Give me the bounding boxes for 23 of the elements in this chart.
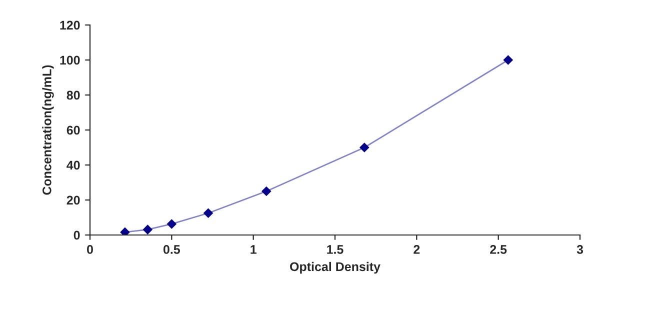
y-tick-label: 120 [60, 20, 80, 30]
x-tick-label: 1.5 [327, 245, 344, 254]
x-tick-label: 2.5 [490, 245, 507, 254]
x-tick-label: 0.5 [163, 245, 180, 254]
point [262, 186, 272, 196]
x-tick-label: 1 [250, 245, 256, 254]
point [120, 228, 130, 235]
x-tick-label: 3 [576, 245, 584, 254]
y-tick-label: 80 [66, 90, 80, 100]
x-tick-label: 2 [414, 245, 420, 254]
point [143, 224, 152, 234]
y-axis-title: Concentration(ng/mL) [42, 65, 54, 195]
x-axis-title: Optical Density [290, 262, 380, 274]
point [360, 142, 370, 152]
y-tick-label: 0 [74, 230, 80, 240]
point [204, 208, 213, 218]
y-tick-label: 100 [60, 56, 80, 65]
x-tick-label: 0 [87, 245, 93, 254]
y-tick-label: 60 [66, 126, 80, 135]
y-tick-label: 40 [66, 160, 80, 170]
point [504, 55, 513, 65]
point [167, 219, 176, 229]
y-tick-label: 20 [66, 196, 80, 205]
